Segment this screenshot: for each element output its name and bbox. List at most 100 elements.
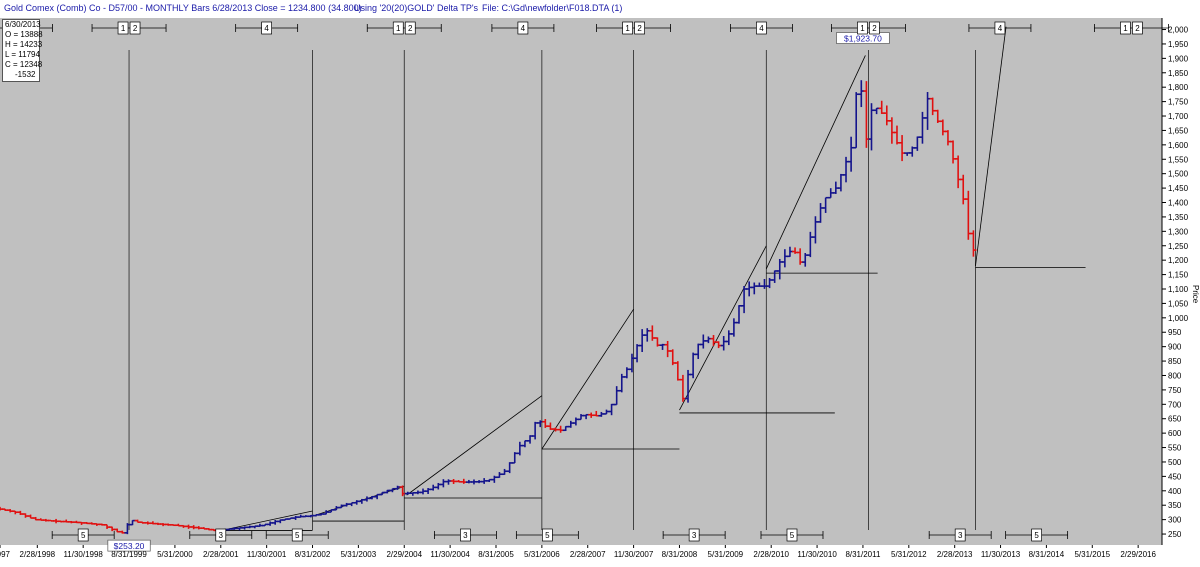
y-tick-label: 1,800: [1168, 83, 1189, 92]
down-bar: [970, 230, 977, 257]
top-cycle-marker-label: 1: [1123, 24, 1128, 33]
bottom-cycle-marker-label: 3: [958, 531, 963, 540]
bottom-cycle-marker-label: 5: [790, 531, 795, 540]
y-tick-label: 1,500: [1168, 170, 1189, 179]
y-tick-label: 1,250: [1168, 242, 1189, 251]
top-cycle-marker-box: [622, 21, 633, 35]
y-tick-label: 400: [1168, 487, 1182, 496]
y-tick-label: 800: [1168, 371, 1182, 380]
ohlc-change: -1532: [15, 70, 36, 79]
y-tick-label: 1,750: [1168, 98, 1189, 107]
x-tick-label: 11/30/2010: [797, 550, 837, 559]
bottom-cycle-marker-box: [786, 528, 798, 542]
y-tick-label: 1,550: [1168, 155, 1189, 164]
plot-area: [0, 18, 1162, 545]
bottom-cycle-marker-box: [460, 528, 471, 542]
chart-title: Gold Comex (Comb) Co - D57/00 - MONTHLY …: [4, 3, 362, 13]
y-tick-label: 300: [1168, 516, 1182, 525]
ohlc-info-box: 6/30/2013 O = 13888 H = 14233 L = 11794 …: [2, 19, 43, 82]
top-cycle-marker-label: 1: [625, 24, 630, 33]
ohlc-high: H = 14233: [5, 40, 43, 49]
bottom-cycle-marker-label: 5: [81, 531, 86, 540]
top-cycle-marker-label: 2: [408, 24, 413, 33]
top-cycle-marker-box: [634, 21, 645, 35]
y-tick-label: 500: [1168, 458, 1182, 467]
top-cycle-marker-label: 2: [637, 24, 642, 33]
x-tick-label: 2/28/1998: [20, 550, 56, 559]
trend-line: [975, 26, 1007, 266]
trend-line: [406, 395, 543, 496]
y-tick-label: 1,950: [1168, 40, 1189, 49]
top-cycle-marker-label: 2: [1135, 24, 1140, 33]
top-cycle-marker-box: [404, 21, 416, 35]
x-tick-label: 11/30/2013: [981, 550, 1021, 559]
x-tick-label: 8/31/2008: [662, 550, 698, 559]
x-tick-label: 11/30/2004: [430, 550, 470, 559]
y-tick-label: 1,350: [1168, 213, 1189, 222]
y-tick-label: 1,900: [1168, 54, 1189, 63]
top-cycle-marker-box: [1132, 21, 1143, 35]
top-cycle-marker-box: [857, 21, 868, 35]
top-cycle-marker-label: 1: [396, 24, 401, 33]
y-tick-label: 850: [1168, 357, 1182, 366]
bottom-cycle-marker-box: [215, 528, 227, 542]
bottom-cycle-marker-box: [291, 528, 303, 542]
bottom-cycle-marker-label: 5: [1034, 531, 1039, 540]
ohlc-open: O = 13888: [5, 30, 43, 39]
y-tick-label: 1,450: [1168, 184, 1189, 193]
top-cycle-marker-label: 4: [521, 24, 526, 33]
bottom-cycle-marker-box: [1031, 528, 1042, 542]
y-tick-label: 1,100: [1168, 285, 1189, 294]
y-tick-label: 1,850: [1168, 69, 1189, 78]
x-tick-label: 8/31/2005: [478, 550, 514, 559]
x-tick-label: 11/30/2007: [614, 550, 654, 559]
x-tick-label: 11/30/1998: [63, 550, 103, 559]
x-tick-label: 5/31/2003: [341, 550, 377, 559]
top-cycle-marker-box: [517, 21, 529, 35]
y-tick-label: 550: [1168, 444, 1182, 453]
y-tick-label: 2,000: [1168, 26, 1189, 35]
top-cycle-marker-box: [129, 21, 141, 35]
top-cycle-marker-box: [117, 21, 129, 35]
top-cycle-marker-label: 4: [998, 24, 1003, 33]
y-tick-label: 1,150: [1168, 271, 1189, 280]
trend-line: [765, 55, 866, 269]
price-callout: $1,923.70: [844, 34, 882, 44]
x-tick-label: 8/31/2002: [295, 550, 331, 559]
trend-line: [220, 510, 313, 531]
top-cycle-marker-label: 4: [264, 24, 269, 33]
y-tick-label: 450: [1168, 472, 1182, 481]
top-cycle-marker-label: 1: [860, 24, 865, 33]
bottom-cycle-marker-label: 5: [295, 531, 300, 540]
x-tick-label: 5/31/2000: [157, 550, 193, 559]
y-tick-label: 1,000: [1168, 314, 1189, 323]
y-tick-label: 350: [1168, 501, 1182, 510]
y-tick-label: 650: [1168, 415, 1182, 424]
x-tick-label: 2/29/2016: [1120, 550, 1156, 559]
x-tick-label: /1997: [0, 550, 11, 559]
y-tick-label: 700: [1168, 400, 1182, 409]
price-callout: $253.20: [114, 541, 145, 551]
top-cycle-marker-label: 1: [121, 24, 126, 33]
ohlc-close: C = 12348: [5, 60, 43, 69]
top-cycle-marker-box: [869, 21, 880, 35]
x-tick-label: 5/31/2015: [1074, 550, 1110, 559]
bottom-cycle-marker-box: [954, 528, 966, 542]
trend-line: [541, 308, 634, 450]
bottom-cycle-marker-label: 3: [219, 531, 224, 540]
top-cycle-marker-label: 4: [759, 24, 764, 33]
ohlc-date: 6/30/2013: [5, 20, 41, 29]
y-tick-label: 1,050: [1168, 299, 1189, 308]
x-tick-label: 2/28/2007: [570, 550, 606, 559]
y-tick-label: 900: [1168, 343, 1182, 352]
x-tick-label: 2/29/2004: [386, 550, 422, 559]
x-tick-label: 8/31/1999: [111, 550, 147, 559]
x-tick-label: 5/31/2009: [708, 550, 744, 559]
top-cycle-marker-box: [392, 21, 404, 35]
bottom-cycle-marker-box: [688, 528, 700, 542]
y-tick-label: 250: [1168, 530, 1182, 539]
x-tick-label: 11/30/2001: [247, 550, 287, 559]
y-axis-label: Price: [1191, 285, 1200, 304]
price-callout-box: [107, 539, 151, 552]
